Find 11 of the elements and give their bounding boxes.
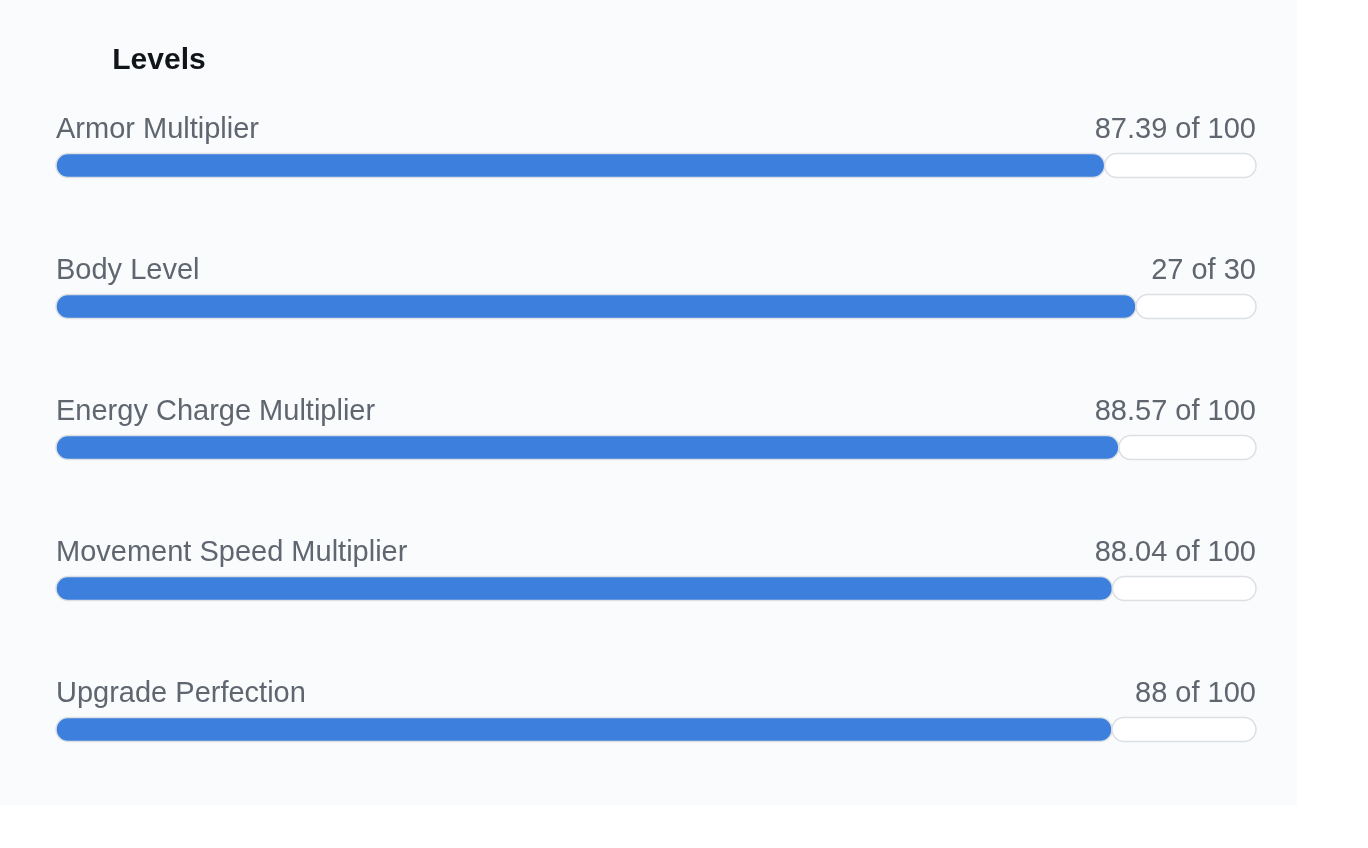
annotation: 88 of 100 — [1135, 675, 1256, 708]
y-tick-label: Armor Multiplier — [56, 111, 260, 144]
annotation: 88.57 of 100 — [1094, 393, 1256, 426]
y-tick-label: Energy Charge Multiplier — [56, 393, 376, 426]
y-tick-label: Body Level — [56, 252, 200, 285]
y-tick-label: Upgrade Perfection — [56, 675, 306, 708]
annotation: 88.04 of 100 — [1094, 534, 1256, 567]
annotation: 87.39 of 100 — [1094, 111, 1256, 144]
annotation: 27 of 30 — [1151, 252, 1256, 285]
chart-title: Levels — [112, 42, 206, 75]
y-tick-label: Movement Speed Multiplier — [56, 534, 408, 567]
